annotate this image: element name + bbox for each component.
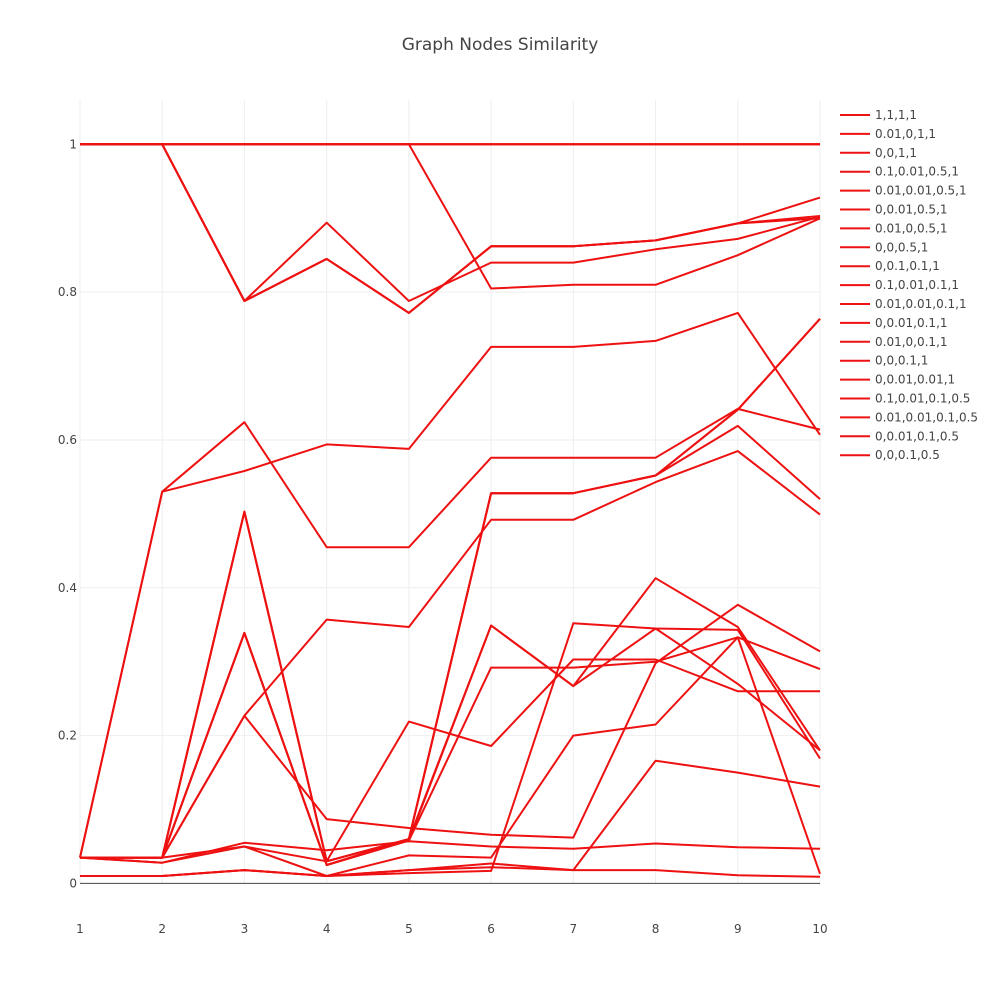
legend-label: 0.1,0.01,0.5,1 — [875, 165, 959, 179]
legend-label: 0,0.01,0.01,1 — [875, 373, 955, 387]
x-tick-label: 5 — [405, 922, 413, 936]
series-line — [80, 624, 821, 866]
legend-label: 0.01,0,0.1,1 — [875, 335, 948, 349]
x-tick-label: 3 — [241, 922, 249, 936]
series-line — [80, 622, 821, 877]
y-tick-label: 0.4 — [58, 581, 77, 595]
x-tick-label: 8 — [652, 922, 660, 936]
plot-area — [79, 143, 821, 878]
legend-label: 0,0.1,0.1,1 — [875, 259, 940, 273]
legend-item[interactable]: 0,0,0.1,0.5 — [840, 448, 940, 462]
legend-item[interactable]: 0,0.01,0.1,1 — [840, 316, 948, 330]
legend-label: 0,0.01,0.1,0.5 — [875, 429, 959, 443]
legend-item[interactable]: 0.01,0.01,0.1,0.5 — [840, 410, 978, 424]
legend-label: 0.01,0,1,1 — [875, 127, 936, 141]
series-line — [80, 577, 821, 866]
series-line — [80, 424, 821, 863]
legend-item[interactable]: 0,0,1,1 — [840, 146, 917, 160]
legend-label: 0,0.01,0.5,1 — [875, 203, 948, 217]
legend-label: 0,0.01,0.1,1 — [875, 316, 948, 330]
series-line — [80, 143, 821, 290]
series-line — [80, 450, 821, 859]
y-tick-label: 0 — [69, 876, 77, 890]
x-tick-label: 9 — [734, 922, 742, 936]
series-line — [79, 407, 821, 858]
legend-label: 0,0,0.1,1 — [875, 354, 928, 368]
legend-item[interactable]: 0,0,0.1,1 — [840, 354, 928, 368]
x-tick-label: 7 — [570, 922, 578, 936]
y-tick-label: 1 — [69, 137, 77, 151]
legend-item[interactable]: 1,1,1,1 — [840, 108, 917, 122]
legend-item[interactable]: 0.01,0.01,0.1,1 — [840, 297, 967, 311]
series-line — [80, 866, 821, 878]
legend-item[interactable]: 0.01,0,1,1 — [840, 127, 936, 141]
legend-item[interactable]: 0,0,0.5,1 — [840, 240, 928, 254]
legend-item[interactable]: 0.01,0,0.1,1 — [840, 335, 948, 349]
legend-label: 0,0,0.5,1 — [875, 240, 928, 254]
series-line — [79, 658, 820, 864]
legend-label: 1,1,1,1 — [875, 108, 917, 122]
series-line — [80, 143, 821, 314]
series-line — [79, 311, 821, 858]
legend-label: 0.1,0.01,0.1,1 — [875, 278, 959, 292]
legend-item[interactable]: 0.1,0.01,0.1,0.5 — [840, 392, 970, 406]
legend-item[interactable]: 0,0.01,0.01,1 — [840, 373, 955, 387]
legend[interactable]: 1,1,1,1 0.01,0,1,1 0,0,1,1 0.1,0.01,0.5,1 0.… — [840, 108, 978, 462]
series-line — [80, 143, 821, 302]
x-tick-label: 2 — [158, 922, 166, 936]
legend-label: 0,0,1,1 — [875, 146, 917, 160]
legend-item[interactable]: 0.1,0.01,0.1,1 — [840, 278, 959, 292]
legend-label: 0.01,0.01,0.1,0.5 — [875, 410, 978, 424]
series-line — [80, 636, 821, 877]
x-tick-label: 4 — [323, 922, 331, 936]
chart-title: Graph Nodes Similarity — [402, 35, 599, 55]
y-tick-label: 0.8 — [58, 285, 77, 299]
y-tick-label: 0.6 — [58, 433, 77, 447]
legend-item[interactable]: 0.01,0.01,0.5,1 — [840, 184, 967, 198]
legend-item[interactable]: 0.1,0.01,0.5,1 — [840, 165, 959, 179]
legend-label: 0,0,0.1,0.5 — [875, 448, 940, 462]
x-tick-label: 10 — [812, 922, 827, 936]
x-tick-label: 1 — [76, 922, 84, 936]
axes: 1 2 3 4 5 6 7 8 9 10 0 0.2 0.4 0.6 0.8 1 — [58, 137, 828, 936]
legend-item[interactable]: 0,0.1,0.1,1 — [840, 259, 940, 273]
legend-item[interactable]: 0,0.01,0.1,0.5 — [840, 429, 959, 443]
y-tick-label: 0.2 — [58, 729, 77, 743]
legend-item[interactable]: 0,0.01,0.5,1 — [840, 203, 948, 217]
series-line — [79, 840, 821, 864]
grid — [79, 100, 821, 884]
legend-label: 0.01,0,0.5,1 — [875, 221, 948, 235]
legend-label: 0.01,0.01,0.5,1 — [875, 184, 967, 198]
legend-label: 0.01,0.01,0.1,1 — [875, 297, 967, 311]
x-tick-label: 6 — [487, 922, 495, 936]
legend-item[interactable]: 0.01,0,0.5,1 — [840, 221, 948, 235]
series-line — [80, 603, 821, 859]
series-line — [80, 318, 821, 863]
legend-label: 0.1,0.01,0.1,0.5 — [875, 392, 970, 406]
